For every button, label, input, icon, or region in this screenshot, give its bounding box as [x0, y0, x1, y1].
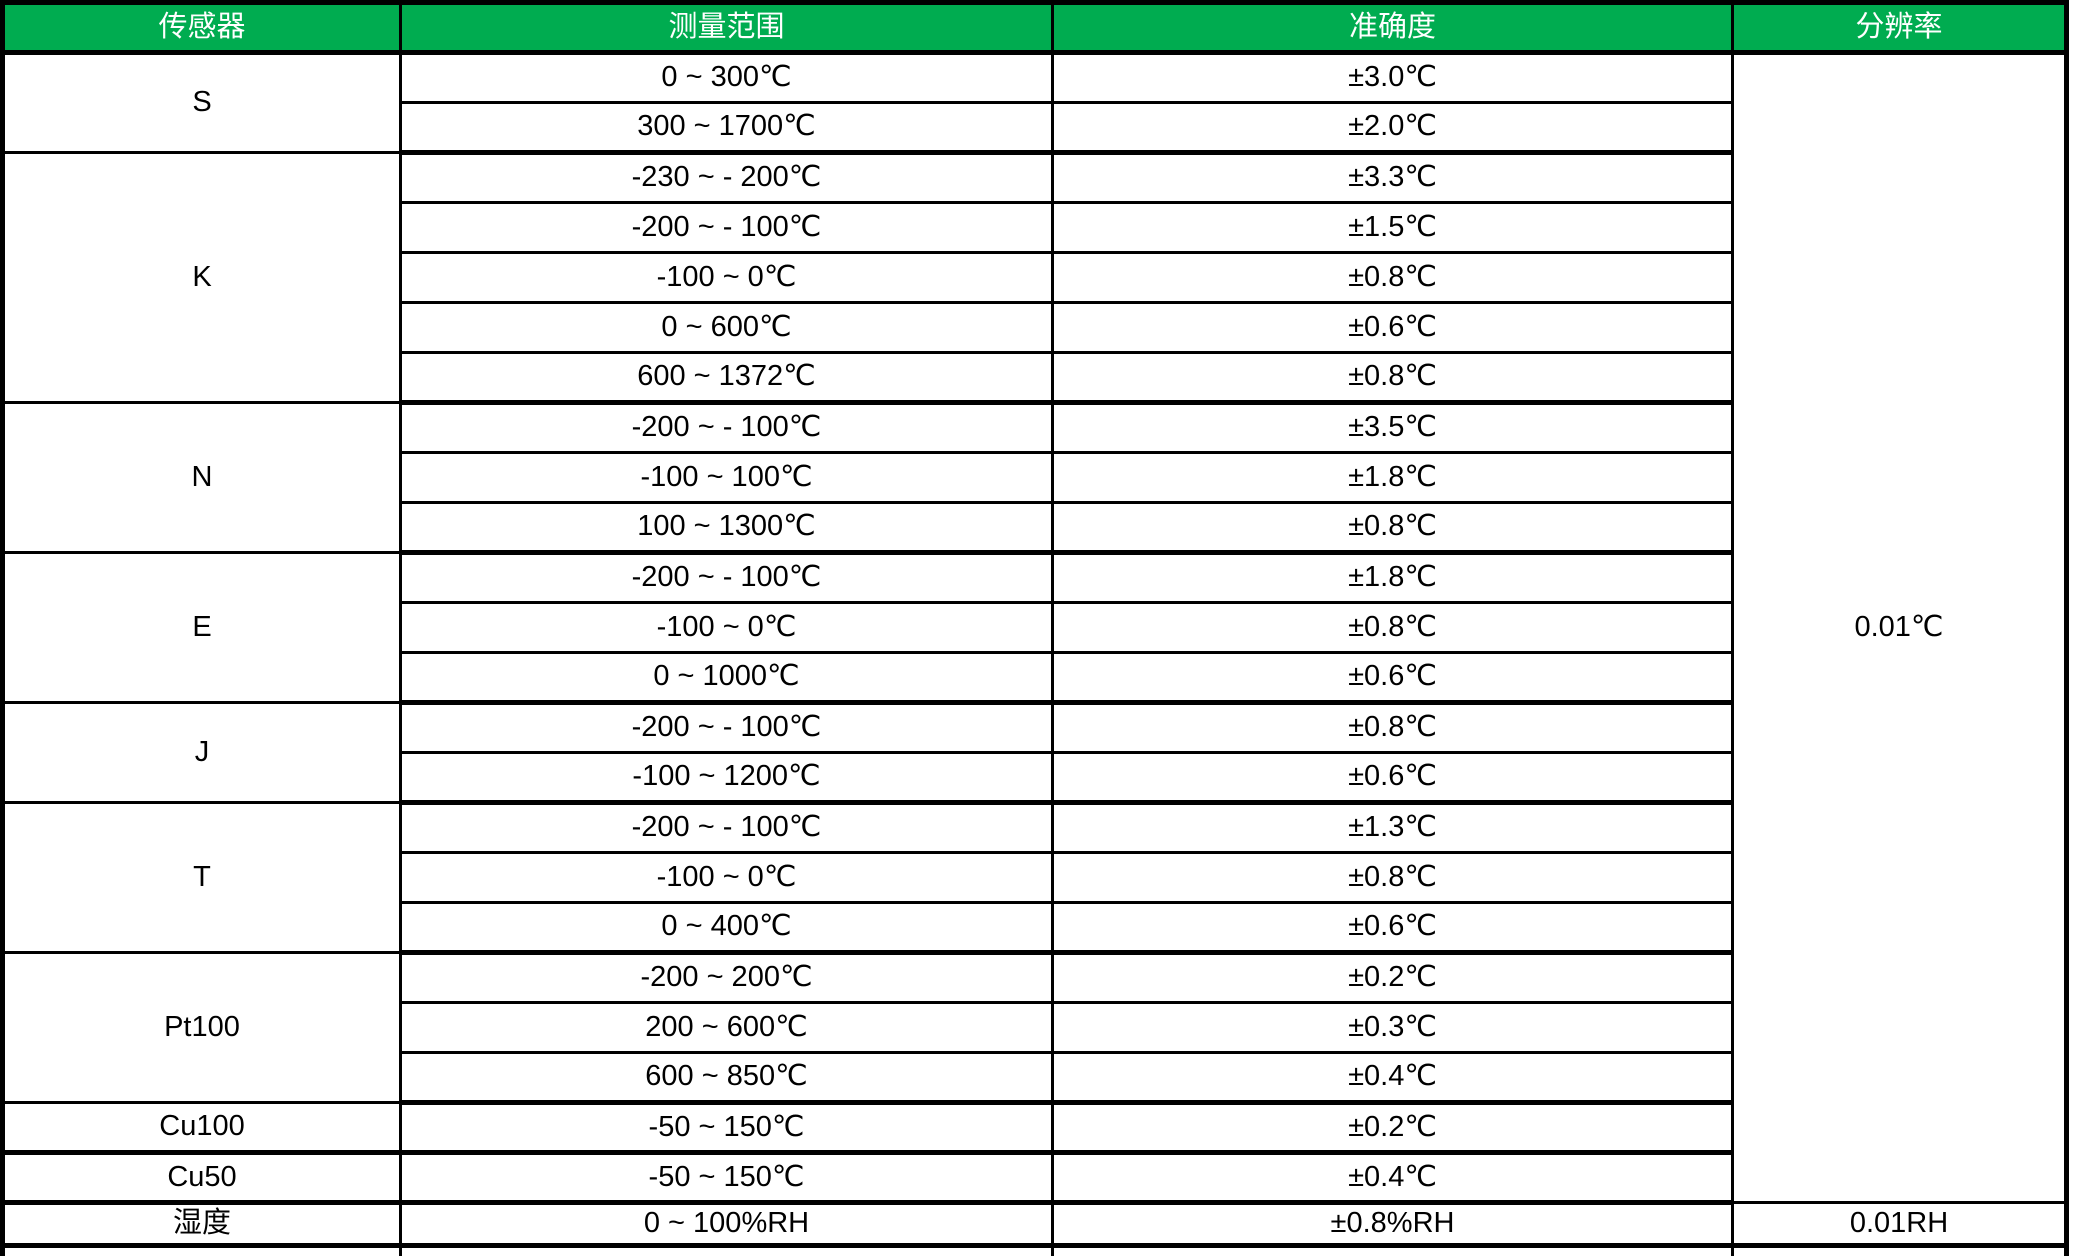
table-row: 200 ~ 600℃ ±0.3℃: [3, 1002, 2067, 1054]
range-cell: 300 ~ 1700℃: [399, 102, 1054, 155]
range-cell: -100 ~ 0℃: [399, 602, 1054, 654]
accuracy-cell: ±0.8℃: [1051, 252, 1734, 304]
header-cell-resolution: 分辨率: [1731, 0, 2069, 55]
range-cell: 100 ~ 1300℃: [399, 502, 1054, 555]
range-cell: 600 ~ 1372℃: [399, 352, 1054, 405]
accuracy-cell: ±0.8℃: [1051, 502, 1734, 555]
accuracy-cell: ±0.2℃: [1051, 1102, 1734, 1155]
table-row: Pt100 -200 ~ 200℃ ±0.2℃: [0, 952, 2067, 1104]
table-row: J -200 ~ - 100℃ ±0.8℃: [0, 702, 2067, 804]
cutoff-cell: [1731, 1245, 2069, 1256]
accuracy-cell: ±0.4℃: [1051, 1152, 1734, 1205]
sensor-group-label-t: T: [0, 802, 402, 954]
table-row: 600 ~ 850℃ ±0.4℃: [3, 1052, 2067, 1105]
table-row: 0 ~ 1000℃ ±0.6℃: [3, 652, 2067, 705]
accuracy-cell: ±2.0℃: [1051, 102, 1734, 155]
accuracy-cell: ±1.8℃: [1051, 552, 1734, 604]
range-cell: 0 ~ 1000℃: [399, 652, 1054, 705]
accuracy-cell: ±0.2℃: [1051, 952, 1734, 1004]
sensor-group-label-humidity: 湿度: [0, 1202, 402, 1248]
sensor-group-label-n: N: [0, 402, 402, 554]
header-cell-range: 测量范围: [399, 0, 1054, 55]
range-cell: -230 ~ - 200℃: [399, 152, 1054, 204]
table-row: Cu100 -50 ~ 150℃ ±0.2℃: [0, 1102, 2067, 1155]
accuracy-cell: ±0.8℃: [1051, 602, 1734, 654]
accuracy-cell: ±0.6℃: [1051, 902, 1734, 955]
cutoff-cell: [399, 1245, 1054, 1256]
cutoff-cell: [0, 1245, 402, 1256]
range-cell: -200 ~ - 100℃: [399, 402, 1054, 454]
range-cell: 0 ~ 400℃: [399, 902, 1054, 955]
range-cell: 0 ~ 300℃: [399, 52, 1054, 104]
sensor-group-label-e: E: [0, 552, 402, 704]
accuracy-cell: ±0.6℃: [1051, 752, 1734, 805]
accuracy-cell: ±3.5℃: [1051, 402, 1734, 454]
sensor-group-label-cu100: Cu100: [0, 1102, 402, 1155]
accuracy-cell: ±1.8℃: [1051, 452, 1734, 504]
accuracy-cell: ±0.3℃: [1051, 1002, 1734, 1054]
range-cell: -100 ~ 100℃: [399, 452, 1054, 504]
range-cell: 200 ~ 600℃: [399, 1002, 1054, 1054]
table-row-humidity: 湿度 0 ~ 100%RH ±0.8%RH 0.01RH: [0, 1202, 2069, 1248]
accuracy-cell: ±3.3℃: [1051, 152, 1734, 204]
range-cell: -50 ~ 150℃: [399, 1102, 1054, 1155]
range-cell: -200 ~ 200℃: [399, 952, 1054, 1004]
range-cell: -100 ~ 1200℃: [399, 752, 1054, 805]
sensor-group-label-cu50: Cu50: [0, 1152, 402, 1205]
table-row: 100 ~ 1300℃ ±0.8℃: [3, 502, 2067, 555]
accuracy-cell: ±0.6℃: [1051, 652, 1734, 705]
resolution-cell-humidity: 0.01RH: [1731, 1202, 2069, 1248]
header-cell-accuracy: 准确度: [1051, 0, 1734, 55]
table-row: 0 ~ 400℃ ±0.6℃: [3, 902, 2067, 955]
accuracy-cell: ±0.8℃: [1051, 702, 1734, 754]
sensor-group-label-j: J: [0, 702, 402, 804]
table-row: K -230 ~ - 200℃ ±3.3℃: [0, 152, 2067, 404]
table-row: Cu50 -50 ~ 150℃ ±0.4℃: [0, 1152, 2067, 1205]
range-cell: -200 ~ - 100℃: [399, 552, 1054, 604]
table-row: 600 ~ 1372℃ ±0.8℃: [3, 352, 2067, 405]
accuracy-cell: ±1.5℃: [1051, 202, 1734, 254]
table-row: 300 ~ 1700℃ ±2.0℃: [3, 102, 2067, 155]
range-cell: -100 ~ 0℃: [399, 252, 1054, 304]
cutoff-cell: [1051, 1245, 1734, 1256]
range-cell: -100 ~ 0℃: [399, 852, 1054, 904]
table-row: N -200 ~ - 100℃ ±3.5℃: [0, 402, 2067, 554]
sensor-group-label-k: K: [0, 152, 402, 404]
sensor-group-label-s: S: [0, 52, 402, 154]
accuracy-cell: ±0.8%RH: [1051, 1202, 1734, 1248]
resolution-merged-cell: 0.01℃: [1731, 52, 2069, 1204]
table-row: -100 ~ 0℃ ±0.8℃: [3, 602, 2067, 654]
table-row: -100 ~ 100℃ ±1.8℃: [3, 452, 2067, 504]
range-cell: -200 ~ - 100℃: [399, 202, 1054, 254]
accuracy-cell: ±0.8℃: [1051, 852, 1734, 904]
accuracy-cell: ±0.8℃: [1051, 352, 1734, 405]
cutoff-row: [0, 1245, 2069, 1256]
table-row: E -200 ~ - 100℃ ±1.8℃: [0, 552, 2067, 704]
accuracy-cell: ±0.4℃: [1051, 1052, 1734, 1105]
table-row: -200 ~ - 100℃ ±1.5℃: [3, 202, 2067, 254]
table-row: S 0 ~ 300℃ ±3.0℃ 0.01℃: [0, 52, 2069, 1204]
range-cell: 600 ~ 850℃: [399, 1052, 1054, 1105]
table-row: -100 ~ 0℃ ±0.8℃: [3, 852, 2067, 904]
range-cell: -200 ~ - 100℃: [399, 702, 1054, 754]
table-row: -100 ~ 0℃ ±0.8℃: [3, 252, 2067, 304]
sensor-group-label-pt100: Pt100: [0, 952, 402, 1104]
accuracy-cell: ±0.6℃: [1051, 302, 1734, 354]
range-cell: -200 ~ - 100℃: [399, 802, 1054, 854]
accuracy-cell: ±1.3℃: [1051, 802, 1734, 854]
range-cell: 0 ~ 100%RH: [399, 1202, 1054, 1248]
range-cell: -50 ~ 150℃: [399, 1152, 1054, 1205]
table-row: 0 ~ 600℃ ±0.6℃: [3, 302, 2067, 354]
header-cell-sensor: 传感器: [0, 0, 402, 55]
accuracy-cell: ±3.0℃: [1051, 52, 1734, 104]
table-row: T -200 ~ - 100℃ ±1.3℃: [0, 802, 2067, 954]
range-cell: 0 ~ 600℃: [399, 302, 1054, 354]
table-row: -100 ~ 1200℃ ±0.6℃: [3, 752, 2067, 805]
table-header-row: 传感器 测量范围 准确度 分辨率: [0, 0, 2069, 55]
